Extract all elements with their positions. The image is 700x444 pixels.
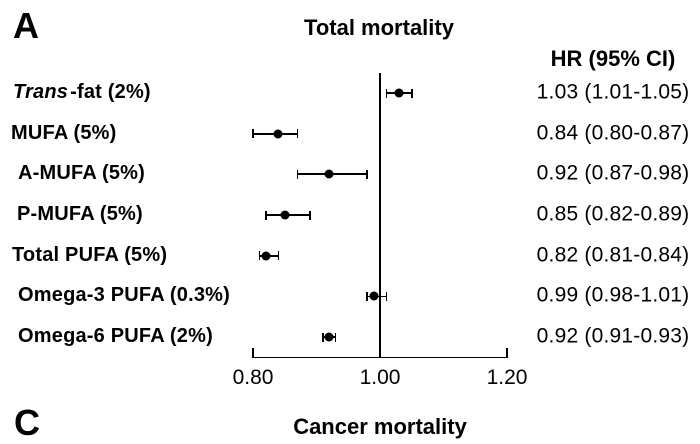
point-estimate-dot: [280, 210, 290, 220]
hr-value: 0.85 (0.82-0.89): [536, 202, 690, 226]
point-estimate-dot: [369, 291, 379, 301]
ci-cap-right: [334, 332, 337, 342]
hr-value: 0.82 (0.81-0.84): [536, 243, 690, 267]
point-estimate-dot: [261, 251, 271, 261]
ci-cap-left: [258, 251, 261, 261]
point-estimate-dot: [273, 129, 283, 139]
axis-tick: [506, 347, 508, 358]
axis-tick-label: 1.00: [359, 366, 401, 389]
axis-tick-label: 0.80: [232, 366, 274, 389]
hr-value: 0.92 (0.87-0.98): [536, 161, 690, 185]
row-label-text: Omega-3 PUFA (0.3%): [18, 284, 231, 307]
point-estimate-dot: [394, 88, 404, 98]
row-label-text: Omega-6 PUFA (2%): [18, 325, 213, 348]
hr-value: 0.92 (0.91-0.93): [536, 324, 690, 348]
row-label-text: -fat (2%): [70, 81, 151, 104]
ci-cap-left: [296, 169, 299, 179]
ci-cap-left: [366, 291, 369, 301]
row-label: A-MUFA (5%): [18, 162, 145, 185]
ci-cap-right: [385, 291, 388, 301]
ci-cap-right: [410, 88, 413, 98]
row-label: Omega-3 PUFA (0.3%): [18, 284, 230, 307]
ci-cap-left: [252, 129, 254, 139]
ci-cap-left: [264, 210, 267, 220]
hr-value: 1.03 (1.01-1.05): [536, 80, 690, 104]
row-label-text: A-MUFA (5%): [18, 162, 146, 185]
row-label: Omega-6 PUFA (2%): [18, 325, 213, 348]
row-label: Trans -fat (2%): [13, 81, 151, 104]
ci-cap-right: [309, 210, 311, 220]
hr-value: 0.84 (0.80-0.87): [536, 121, 690, 145]
row-label: MUFA (5%): [11, 122, 117, 145]
ci-cap-right: [277, 251, 280, 261]
panel-c-label: C: [14, 402, 40, 443]
row-label-text: MUFA (5%): [11, 121, 117, 144]
reference-line: [379, 73, 381, 358]
row-label-text: Total PUFA (5%): [12, 243, 168, 266]
ci-cap-right: [366, 169, 369, 179]
hr-value: 0.99 (0.98-1.01): [536, 283, 690, 307]
point-estimate-dot: [324, 169, 334, 179]
hr-column-header: HR (95% CI): [550, 46, 676, 71]
ci-cap-right: [296, 129, 299, 139]
row-label: P-MUFA (5%): [17, 203, 143, 226]
ci-cap-left: [385, 88, 388, 98]
cancer-mortality-title: Cancer mortality: [293, 414, 467, 439]
row-label-text: P-MUFA (5%): [17, 203, 143, 226]
ci-cap-left: [322, 332, 324, 342]
axis-tick-label: 1.20: [486, 366, 528, 389]
row-label: Total PUFA (5%): [12, 244, 167, 267]
axis-tick: [379, 347, 381, 358]
total-mortality-title: Total mortality: [304, 15, 454, 40]
row-label-italic: Trans: [13, 81, 69, 104]
panel-a-label: A: [13, 5, 39, 46]
axis-tick: [252, 347, 254, 358]
point-estimate-dot: [324, 332, 334, 342]
